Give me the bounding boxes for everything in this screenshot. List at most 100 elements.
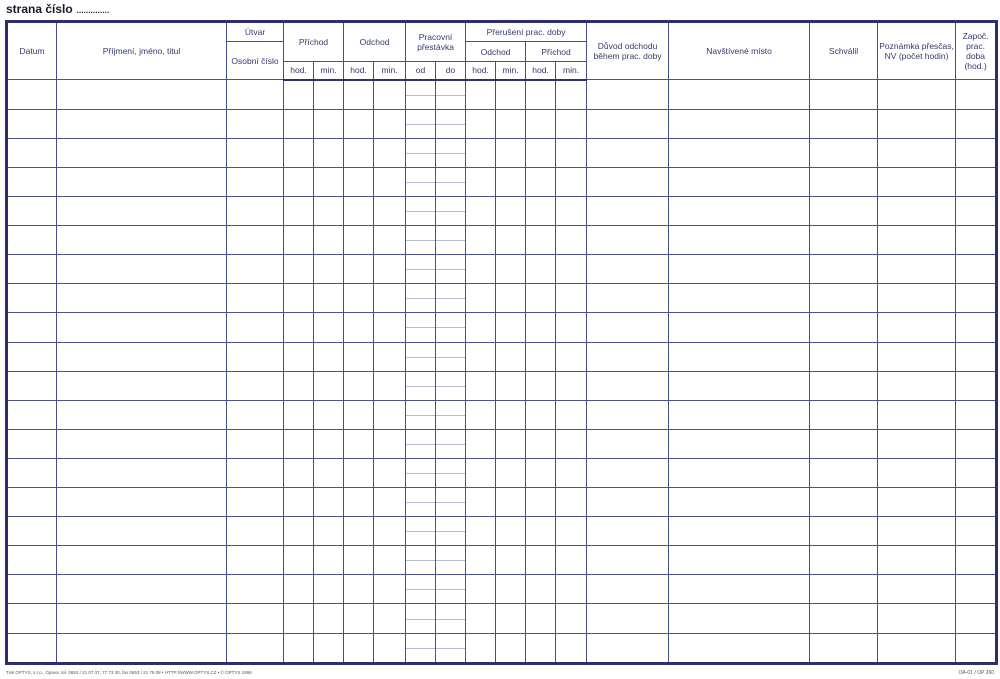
form-cell[interactable]: [668, 108, 811, 139]
form-cell[interactable]: [668, 516, 811, 547]
form-cell[interactable]: [668, 632, 811, 665]
form-cell[interactable]: [435, 545, 467, 576]
form-cell[interactable]: [495, 254, 527, 285]
form-cell[interactable]: [405, 108, 437, 139]
form-cell[interactable]: [955, 225, 998, 256]
form-cell[interactable]: [495, 283, 527, 314]
form-cell[interactable]: [6, 632, 57, 665]
form-cell[interactable]: [525, 137, 557, 168]
form-cell[interactable]: [465, 283, 497, 314]
form-cell[interactable]: [586, 370, 670, 401]
form-cell[interactable]: [312, 341, 345, 372]
form-cell[interactable]: [495, 428, 527, 459]
form-cell[interactable]: [877, 79, 957, 110]
form-cell[interactable]: [586, 283, 670, 314]
form-cell[interactable]: [312, 79, 345, 110]
form-cell[interactable]: [955, 166, 998, 197]
form-cell[interactable]: [668, 370, 811, 401]
form-cell[interactable]: [586, 166, 670, 197]
form-cell[interactable]: [226, 487, 284, 518]
form-cell[interactable]: [373, 632, 407, 665]
form-cell[interactable]: [435, 487, 467, 518]
form-cell[interactable]: [56, 108, 227, 139]
form-cell[interactable]: [955, 632, 998, 665]
form-cell[interactable]: [343, 603, 375, 634]
form-cell[interactable]: [226, 195, 284, 227]
form-cell[interactable]: [877, 254, 957, 285]
form-cell[interactable]: [525, 79, 557, 110]
form-cell[interactable]: [312, 254, 345, 285]
form-cell[interactable]: [495, 79, 527, 110]
form-cell[interactable]: [343, 283, 375, 314]
form-cell[interactable]: [955, 457, 998, 489]
form-cell[interactable]: [312, 312, 345, 343]
form-cell[interactable]: [312, 399, 345, 430]
form-cell[interactable]: [668, 428, 811, 459]
form-cell[interactable]: [586, 225, 670, 256]
form-cell[interactable]: [226, 166, 284, 197]
form-cell[interactable]: [226, 603, 284, 634]
form-cell[interactable]: [343, 516, 375, 547]
form-cell[interactable]: [435, 108, 467, 139]
form-cell[interactable]: [226, 516, 284, 547]
form-cell[interactable]: [955, 312, 998, 343]
form-cell[interactable]: [809, 370, 879, 401]
form-cell[interactable]: [283, 225, 314, 256]
form-cell[interactable]: [226, 399, 284, 430]
form-cell[interactable]: [955, 545, 998, 576]
form-cell[interactable]: [877, 370, 957, 401]
form-cell[interactable]: [6, 195, 57, 227]
form-cell[interactable]: [283, 195, 314, 227]
form-cell[interactable]: [586, 487, 670, 518]
form-cell[interactable]: [668, 399, 811, 430]
form-cell[interactable]: [405, 632, 437, 665]
form-cell[interactable]: [525, 428, 557, 459]
form-cell[interactable]: [668, 487, 811, 518]
form-cell[interactable]: [405, 137, 437, 168]
form-cell[interactable]: [283, 341, 314, 372]
form-cell[interactable]: [312, 195, 345, 227]
form-cell[interactable]: [465, 79, 497, 110]
form-cell[interactable]: [405, 283, 437, 314]
form-cell[interactable]: [525, 457, 557, 489]
form-cell[interactable]: [6, 254, 57, 285]
form-cell[interactable]: [6, 225, 57, 256]
form-cell[interactable]: [6, 603, 57, 634]
form-cell[interactable]: [405, 545, 437, 576]
form-cell[interactable]: [525, 312, 557, 343]
form-cell[interactable]: [6, 370, 57, 401]
form-cell[interactable]: [495, 545, 527, 576]
form-cell[interactable]: [405, 457, 437, 489]
form-cell[interactable]: [373, 225, 407, 256]
form-cell[interactable]: [809, 312, 879, 343]
form-cell[interactable]: [668, 137, 811, 168]
form-cell[interactable]: [56, 428, 227, 459]
form-cell[interactable]: [668, 195, 811, 227]
form-cell[interactable]: [555, 545, 588, 576]
form-cell[interactable]: [6, 108, 57, 139]
form-cell[interactable]: [283, 457, 314, 489]
form-cell[interactable]: [955, 195, 998, 227]
form-cell[interactable]: [373, 254, 407, 285]
form-cell[interactable]: [312, 516, 345, 547]
form-cell[interactable]: [283, 428, 314, 459]
form-cell[interactable]: [525, 254, 557, 285]
form-cell[interactable]: [373, 137, 407, 168]
form-cell[interactable]: [555, 574, 588, 605]
form-cell[interactable]: [6, 137, 57, 168]
form-cell[interactable]: [465, 312, 497, 343]
form-cell[interactable]: [586, 195, 670, 227]
form-cell[interactable]: [56, 574, 227, 605]
form-cell[interactable]: [373, 166, 407, 197]
form-cell[interactable]: [555, 283, 588, 314]
form-cell[interactable]: [343, 370, 375, 401]
form-cell[interactable]: [877, 108, 957, 139]
form-cell[interactable]: [495, 457, 527, 489]
form-cell[interactable]: [435, 574, 467, 605]
form-cell[interactable]: [283, 603, 314, 634]
form-cell[interactable]: [495, 225, 527, 256]
form-cell[interactable]: [495, 108, 527, 139]
form-cell[interactable]: [955, 341, 998, 372]
form-cell[interactable]: [495, 312, 527, 343]
form-cell[interactable]: [6, 574, 57, 605]
